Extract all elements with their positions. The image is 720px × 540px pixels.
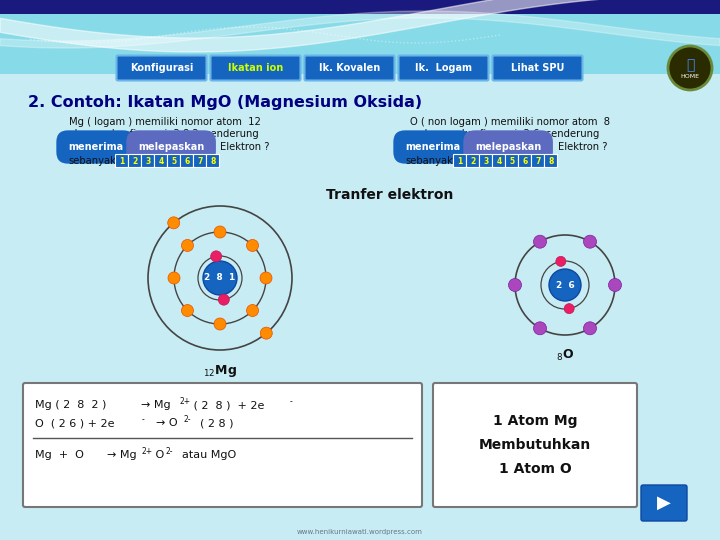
Circle shape	[246, 305, 258, 316]
FancyBboxPatch shape	[467, 154, 480, 167]
FancyBboxPatch shape	[544, 154, 557, 167]
FancyBboxPatch shape	[518, 154, 531, 167]
Text: 2. Contoh: Ikatan MgO (Magnesium Oksida): 2. Contoh: Ikatan MgO (Magnesium Oksida)	[28, 94, 422, 110]
FancyBboxPatch shape	[181, 154, 194, 167]
Text: 4: 4	[158, 157, 163, 165]
Circle shape	[261, 327, 272, 339]
Text: Konfigurasi: Konfigurasi	[130, 63, 193, 73]
Text: /: /	[465, 142, 469, 152]
FancyBboxPatch shape	[0, 14, 720, 74]
Circle shape	[181, 239, 194, 252]
FancyBboxPatch shape	[128, 154, 142, 167]
Text: Ik.  Logam: Ik. Logam	[415, 63, 472, 73]
Circle shape	[564, 303, 574, 314]
Text: Mg ( logam ) memiliki nomor atom  12: Mg ( logam ) memiliki nomor atom 12	[69, 117, 261, 127]
Text: 4: 4	[496, 157, 502, 165]
Text: 2: 2	[132, 157, 138, 165]
Text: 6: 6	[184, 157, 189, 165]
Text: 8: 8	[210, 157, 216, 165]
Text: 6: 6	[523, 157, 528, 165]
Circle shape	[534, 322, 546, 335]
Text: Elektron ?: Elektron ?	[220, 142, 269, 152]
Text: ( 2 8 ): ( 2 8 )	[193, 418, 233, 428]
Text: 1 Atom Mg
Membutuhkan
1 Atom O: 1 Atom Mg Membutuhkan 1 Atom O	[479, 414, 591, 476]
Text: dengan konfigurasi  2 8 2, cenderung: dengan konfigurasi 2 8 2, cenderung	[71, 129, 259, 139]
FancyBboxPatch shape	[641, 485, 687, 521]
Text: Elektron ?: Elektron ?	[558, 142, 608, 152]
Text: 2-: 2-	[165, 448, 173, 456]
Text: ( 2  8 )  + 2e: ( 2 8 ) + 2e	[190, 400, 264, 410]
Text: → Mg: → Mg	[107, 450, 137, 460]
Text: 2  6: 2 6	[556, 280, 575, 289]
Circle shape	[211, 251, 222, 262]
FancyBboxPatch shape	[23, 383, 422, 507]
Text: 3: 3	[483, 157, 489, 165]
Text: 2+: 2+	[179, 397, 190, 407]
Text: sebanyak: sebanyak	[68, 156, 116, 166]
Text: 3: 3	[145, 157, 150, 165]
Circle shape	[214, 226, 226, 238]
Text: → O: → O	[149, 418, 178, 428]
FancyBboxPatch shape	[398, 56, 488, 80]
FancyBboxPatch shape	[433, 383, 637, 507]
FancyBboxPatch shape	[305, 56, 395, 80]
Circle shape	[668, 46, 712, 90]
Circle shape	[508, 279, 521, 292]
Text: menerima: menerima	[68, 142, 123, 152]
FancyBboxPatch shape	[207, 154, 220, 167]
FancyBboxPatch shape	[155, 154, 168, 167]
Circle shape	[214, 318, 226, 330]
Text: 2: 2	[470, 157, 476, 165]
Text: 🏠: 🏠	[686, 58, 694, 72]
Text: Tranfer elektron: Tranfer elektron	[326, 188, 454, 202]
FancyBboxPatch shape	[115, 154, 128, 167]
Text: -: -	[290, 397, 293, 407]
Text: 5: 5	[510, 157, 515, 165]
Circle shape	[260, 272, 272, 284]
FancyBboxPatch shape	[492, 154, 505, 167]
Text: melepaskan: melepaskan	[138, 142, 204, 152]
Text: 2-: 2-	[183, 415, 191, 424]
Text: Ik. Kovalen: Ik. Kovalen	[319, 63, 380, 73]
Text: $_{12}$Mg: $_{12}$Mg	[203, 363, 237, 379]
Text: melepaskan: melepaskan	[475, 142, 541, 152]
Circle shape	[556, 256, 566, 266]
Circle shape	[608, 279, 621, 292]
Text: $_8$O: $_8$O	[556, 347, 574, 362]
Circle shape	[168, 217, 180, 229]
Text: atau MgO: atau MgO	[175, 450, 236, 460]
Circle shape	[583, 235, 596, 248]
Text: ▶: ▶	[657, 494, 671, 512]
Text: www.henikurniawati.wordpress.com: www.henikurniawati.wordpress.com	[297, 529, 423, 535]
FancyBboxPatch shape	[480, 154, 492, 167]
FancyBboxPatch shape	[117, 56, 207, 80]
Circle shape	[534, 235, 546, 248]
Text: 5: 5	[171, 157, 176, 165]
Text: 2  8  1: 2 8 1	[204, 273, 235, 282]
FancyBboxPatch shape	[492, 56, 582, 80]
FancyBboxPatch shape	[0, 0, 720, 14]
Text: 2+: 2+	[142, 448, 153, 456]
Text: 1: 1	[457, 157, 463, 165]
Text: menerima: menerima	[405, 142, 460, 152]
Text: O  ( 2 6 ) + 2e: O ( 2 6 ) + 2e	[35, 418, 114, 428]
Text: 8: 8	[549, 157, 554, 165]
Text: Mg ( 2  8  2 ): Mg ( 2 8 2 )	[35, 400, 124, 410]
Text: /: /	[128, 142, 132, 152]
FancyBboxPatch shape	[454, 154, 467, 167]
FancyBboxPatch shape	[168, 154, 181, 167]
Text: Mg  +  O: Mg + O	[35, 450, 87, 460]
FancyBboxPatch shape	[194, 154, 207, 167]
Circle shape	[181, 305, 194, 316]
Text: Ikatan ion: Ikatan ion	[228, 63, 283, 73]
Text: 7: 7	[197, 157, 203, 165]
Circle shape	[583, 322, 596, 335]
Text: HOME: HOME	[680, 73, 700, 78]
FancyBboxPatch shape	[210, 56, 300, 80]
Text: -: -	[142, 415, 145, 424]
FancyBboxPatch shape	[505, 154, 518, 167]
Circle shape	[218, 294, 230, 305]
FancyBboxPatch shape	[142, 154, 155, 167]
Text: O ( non logam ) memiliki nomor atom  8: O ( non logam ) memiliki nomor atom 8	[410, 117, 610, 127]
